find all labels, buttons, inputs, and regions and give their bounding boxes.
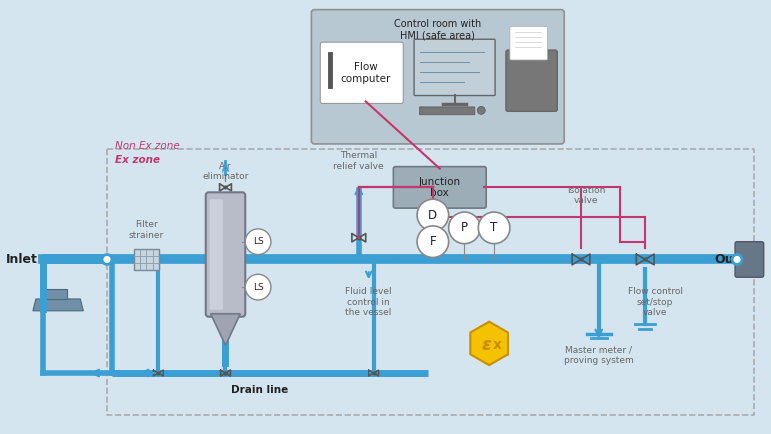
- FancyArrow shape: [699, 256, 717, 263]
- FancyBboxPatch shape: [414, 39, 495, 95]
- Text: P: P: [461, 221, 468, 234]
- Circle shape: [417, 226, 449, 257]
- Polygon shape: [44, 289, 68, 299]
- Text: Fluid level
control in
the vessel: Fluid level control in the vessel: [345, 287, 392, 317]
- Text: LS: LS: [253, 237, 264, 246]
- Text: Flow
computer: Flow computer: [341, 62, 391, 84]
- FancyBboxPatch shape: [419, 107, 475, 115]
- Circle shape: [732, 254, 742, 264]
- Circle shape: [245, 229, 271, 254]
- FancyBboxPatch shape: [510, 26, 547, 60]
- Text: Flow control
set/stop
valve: Flow control set/stop valve: [628, 287, 682, 317]
- Circle shape: [449, 212, 480, 243]
- FancyBboxPatch shape: [311, 10, 564, 144]
- Polygon shape: [210, 314, 241, 345]
- Circle shape: [477, 106, 485, 114]
- FancyBboxPatch shape: [506, 50, 557, 112]
- Circle shape: [478, 212, 510, 243]
- FancyArrow shape: [383, 256, 401, 263]
- Text: D: D: [429, 208, 437, 221]
- Text: Isolation
valve: Isolation valve: [567, 186, 605, 205]
- Text: Thermal
relief valve: Thermal relief valve: [334, 151, 384, 171]
- Text: Inlet: Inlet: [6, 253, 38, 266]
- Text: Filter
strainer: Filter strainer: [129, 220, 164, 240]
- Polygon shape: [470, 322, 508, 365]
- Text: Control room with
HMI (safe area): Control room with HMI (safe area): [394, 19, 481, 40]
- Text: Non Ex zone: Non Ex zone: [115, 141, 180, 151]
- Circle shape: [245, 274, 271, 300]
- FancyBboxPatch shape: [206, 192, 245, 317]
- Text: LS: LS: [253, 283, 264, 292]
- FancyBboxPatch shape: [320, 42, 403, 103]
- Text: Master meter /
proving system: Master meter / proving system: [564, 345, 634, 365]
- Text: Outlet: Outlet: [715, 253, 759, 266]
- Text: ε: ε: [481, 336, 491, 355]
- FancyBboxPatch shape: [210, 199, 223, 310]
- Text: Ex zone: Ex zone: [115, 155, 160, 165]
- Circle shape: [417, 199, 449, 231]
- Text: Junction
box: Junction box: [419, 177, 461, 198]
- FancyBboxPatch shape: [735, 242, 764, 277]
- Polygon shape: [33, 299, 83, 311]
- Text: x: x: [493, 339, 502, 352]
- Circle shape: [102, 254, 112, 264]
- FancyBboxPatch shape: [393, 167, 487, 208]
- FancyBboxPatch shape: [133, 249, 160, 270]
- Text: F: F: [429, 235, 436, 248]
- Text: T: T: [490, 221, 498, 234]
- FancyArrow shape: [68, 256, 86, 263]
- Text: Drain line: Drain line: [231, 385, 288, 395]
- Bar: [107, 149, 754, 415]
- Text: Air
eliminator: Air eliminator: [202, 162, 249, 181]
